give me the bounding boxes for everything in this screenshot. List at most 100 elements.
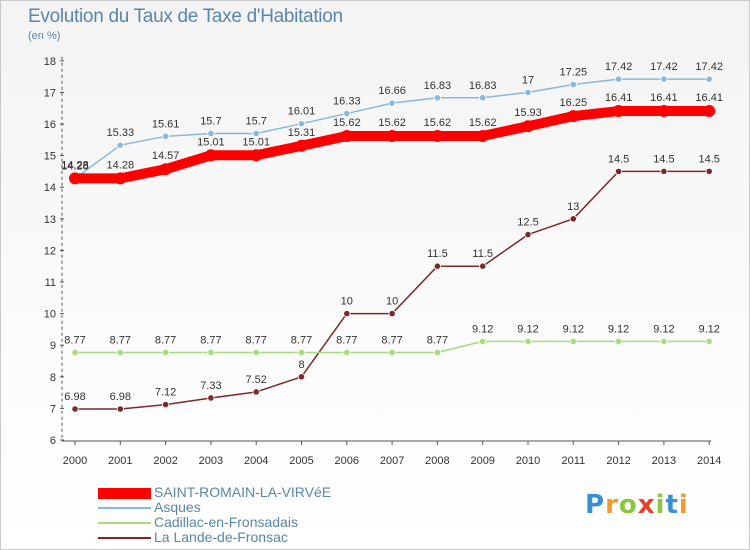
data-point	[250, 149, 263, 162]
data-point	[614, 75, 623, 83]
data-label: 15.62	[333, 117, 361, 129]
data-label: 15.62	[469, 117, 497, 129]
legend-label: Cadillac-en-Fronsadais	[154, 514, 298, 530]
x-tick-label: 2002	[153, 455, 177, 467]
data-label: 15.7	[200, 115, 221, 127]
data-label: 15.01	[197, 136, 225, 148]
data-point	[343, 348, 351, 357]
y-tick-label: 6	[50, 435, 56, 447]
data-label: 15.61	[152, 118, 180, 130]
y-tick-label: 14	[44, 182, 56, 194]
series-layer	[69, 75, 716, 413]
logo-letter: o	[618, 490, 638, 520]
data-label: 7.52	[245, 374, 266, 386]
x-tick-label: 2000	[63, 455, 87, 467]
data-label: 14.28	[107, 159, 135, 171]
data-point	[479, 337, 487, 346]
data-label: 15.62	[378, 117, 406, 129]
data-label-layer: 6.98 6.98 7.12 7.33 7.52 8 10 10 11.5 11.5 12.5 13 1…	[61, 61, 723, 403]
legend-swatch-asques	[98, 506, 151, 509]
x-tick-label: 2009	[470, 455, 494, 467]
data-point	[705, 75, 713, 83]
data-point	[433, 348, 441, 357]
data-label: 9.12	[517, 323, 538, 335]
data-point	[614, 167, 623, 175]
data-point	[476, 130, 489, 143]
legend-swatch-cadillac	[98, 521, 151, 524]
data-point	[705, 167, 713, 175]
data-label: 9.12	[653, 323, 674, 335]
data-label: 9.12	[472, 323, 493, 335]
legend-label: La Lande-de-Fronsac	[154, 529, 288, 545]
data-point	[612, 105, 625, 118]
data-label: 16.66	[378, 85, 406, 97]
data-point	[252, 129, 260, 138]
data-label: 16.41	[650, 92, 678, 104]
data-label: 8.77	[427, 334, 448, 346]
data-point	[114, 172, 127, 185]
logo-letter: x	[637, 490, 656, 520]
data-point	[162, 401, 170, 409]
data-label: 15.01	[242, 136, 270, 148]
data-point	[569, 337, 577, 346]
data-label: 14.5	[608, 153, 629, 165]
data-point	[614, 337, 623, 346]
data-label: 8.77	[155, 334, 176, 346]
data-label: 11.5	[472, 248, 493, 260]
data-label: 15.33	[107, 127, 135, 139]
data-label: 16.41	[695, 92, 723, 104]
data-point	[297, 120, 306, 128]
x-tick-label: 2001	[108, 455, 132, 467]
data-label: 16.83	[424, 80, 452, 92]
data-label: 16.25	[560, 97, 588, 109]
x-tick-label: 2014	[697, 455, 721, 467]
data-point	[657, 105, 670, 118]
proxiti-logo: Proxiti	[585, 490, 689, 520]
data-label: 17.42	[605, 61, 633, 73]
x-tick-label: 2010	[516, 455, 540, 467]
data-label: 14.57	[152, 150, 180, 162]
data-point	[116, 348, 124, 357]
data-label: 13	[567, 201, 579, 213]
x-tick-label: 2006	[335, 455, 359, 467]
data-point	[252, 348, 260, 357]
data-label: 17.42	[695, 61, 723, 73]
logo-letter: i	[655, 490, 666, 520]
data-label: 6.98	[110, 391, 131, 403]
data-point	[388, 348, 396, 357]
data-point	[567, 110, 580, 123]
logo-letter: r	[605, 490, 619, 520]
y-tick-label: 17	[44, 87, 56, 99]
data-label: 12.5	[517, 217, 538, 229]
x-tick-label: 2003	[199, 455, 223, 467]
data-point	[207, 129, 215, 138]
y-tick-label: 9	[50, 340, 56, 352]
data-point	[343, 109, 351, 118]
data-label: 15.7	[245, 115, 266, 127]
data-label: 8.77	[245, 334, 266, 346]
data-point	[343, 309, 351, 318]
data-point	[69, 172, 81, 185]
data-point	[479, 262, 487, 270]
data-point	[431, 130, 444, 143]
data-label: 11.5	[427, 248, 448, 260]
data-point	[703, 105, 716, 118]
data-label: 14.5	[698, 153, 719, 165]
legend-swatch-la-lande	[98, 536, 151, 539]
data-label: 16.01	[288, 106, 316, 118]
x-tick-label: 2004	[244, 455, 268, 467]
chart-subtitle: (en %)	[28, 30, 61, 42]
data-point	[207, 394, 215, 402]
data-point	[116, 405, 124, 413]
data-label: 17	[522, 74, 534, 86]
data-point	[116, 141, 124, 149]
data-label: 17.25	[560, 67, 588, 79]
data-point	[524, 231, 532, 239]
y-tick-label: 11	[45, 277, 56, 289]
data-point	[479, 94, 487, 102]
y-tick-label: 8	[50, 372, 56, 384]
data-point	[433, 94, 441, 102]
data-point	[340, 130, 353, 143]
